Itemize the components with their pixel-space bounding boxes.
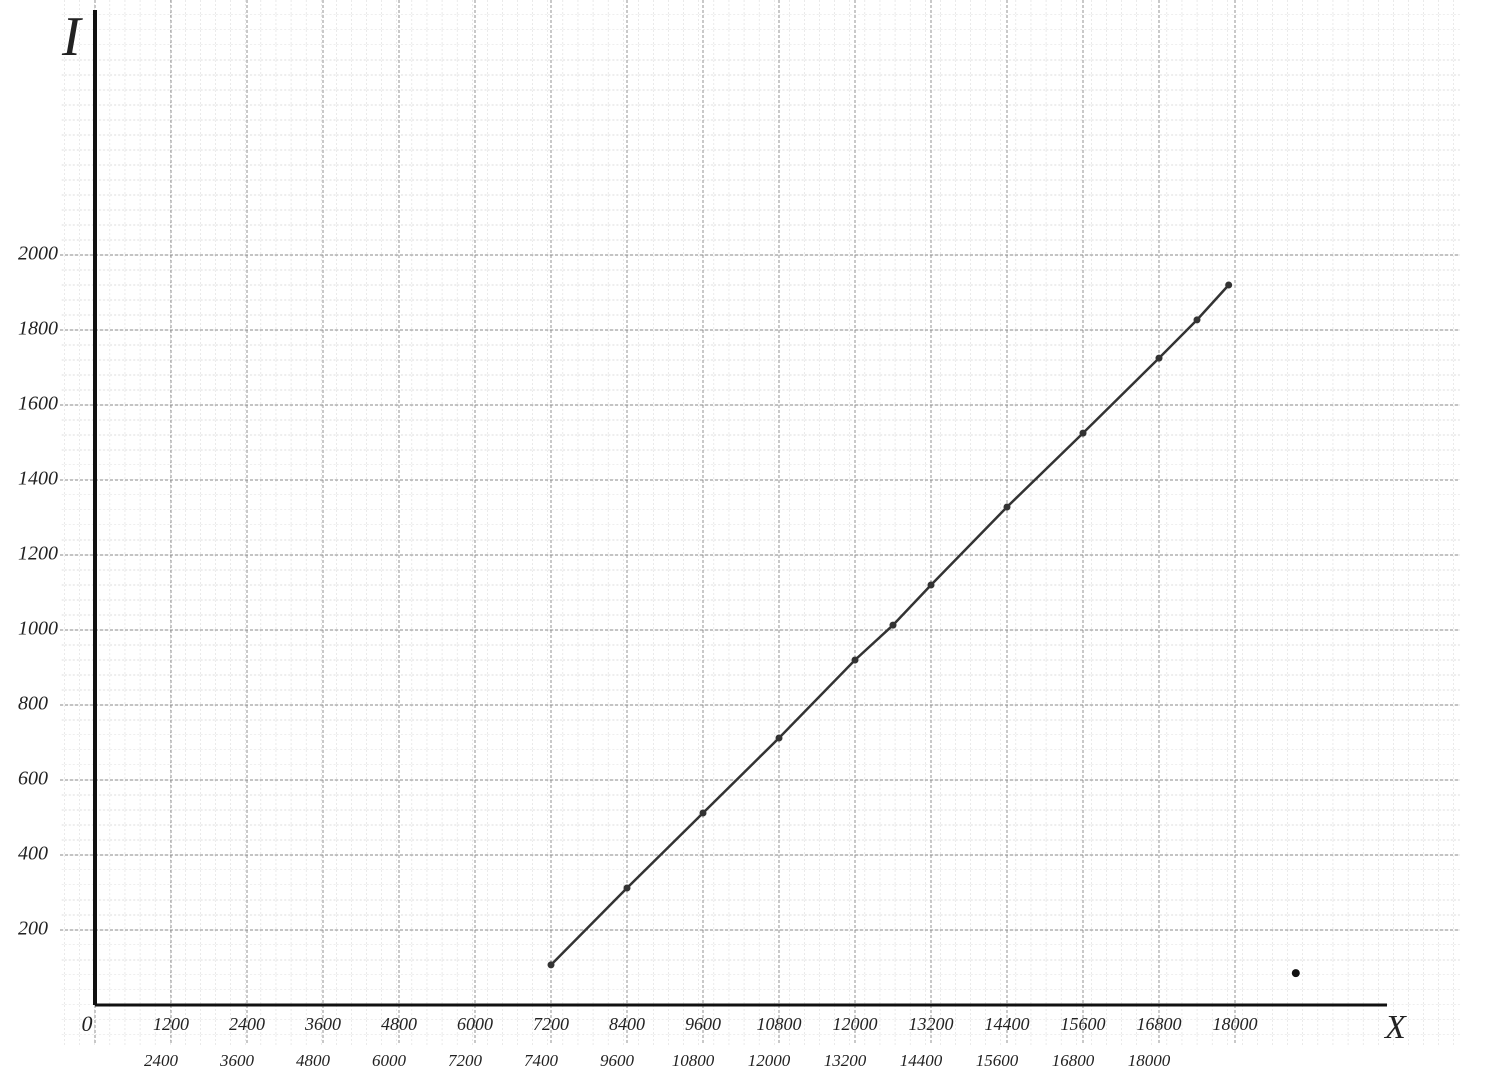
y-tick-label: 1200 <box>18 543 58 565</box>
x-axis-label: X <box>1383 1009 1407 1046</box>
x-tick-label: 15600 <box>1061 1014 1106 1034</box>
x-tick-label: 16800 <box>1137 1014 1182 1034</box>
x-tick-label-row2: 15600 <box>976 1051 1019 1070</box>
x-tick-label-row2: 12000 <box>748 1051 791 1070</box>
x-tick-label-row2: 2400 <box>144 1051 179 1070</box>
x-tick-label: 0 <box>82 1011 93 1036</box>
x-tick-label: 8400 <box>609 1014 645 1034</box>
y-tick-label: 1800 <box>18 318 58 340</box>
x-tick-label-row2: 10800 <box>672 1051 715 1070</box>
data-point <box>1194 316 1201 323</box>
y-tick-label: 1400 <box>18 468 58 490</box>
x-tick-label-row2: 4800 <box>296 1051 331 1070</box>
x-tick-label-row2: 6000 <box>372 1051 407 1070</box>
x-tick-label: 2400 <box>229 1014 265 1034</box>
data-point <box>928 582 935 589</box>
data-point <box>1004 504 1011 511</box>
x-tick-label: 14400 <box>985 1014 1030 1034</box>
chart: 200 400 600 800 1000 1200 1400 1600 1800 2000 0 120… <box>0 0 1493 1078</box>
data-point <box>776 735 783 742</box>
y-axis-label: I <box>61 6 83 68</box>
y-tick-label: 1600 <box>18 393 58 415</box>
x-tick-label-row2: 3600 <box>219 1051 255 1070</box>
graph-paper <box>60 0 1460 1045</box>
data-point <box>624 885 631 892</box>
data-point <box>700 810 707 817</box>
y-tick-label: 2000 <box>18 243 58 265</box>
y-tick-label: 600 <box>18 768 48 790</box>
x-tick-label-row2: 18000 <box>1128 1051 1171 1070</box>
x-tick-label: 18000 <box>1213 1014 1258 1034</box>
data-point <box>1080 430 1087 437</box>
x-tick-label-row2: 13200 <box>824 1051 867 1070</box>
y-tick-label: 200 <box>18 918 48 940</box>
y-tick-label: 400 <box>18 843 48 865</box>
data-point <box>852 657 859 664</box>
data-point <box>548 961 555 968</box>
x-tick-label-row2: 16800 <box>1052 1051 1095 1070</box>
x-tick-label-row2: 14400 <box>900 1051 943 1070</box>
data-point <box>890 622 897 629</box>
x-tick-label: 9600 <box>685 1014 721 1034</box>
x-tick-label: 13200 <box>909 1014 954 1034</box>
y-tick-label: 1000 <box>18 618 58 640</box>
data-point <box>1225 282 1232 289</box>
lone-point <box>1292 969 1300 977</box>
x-tick-label: 4800 <box>381 1014 417 1034</box>
x-tick-label: 6000 <box>457 1014 493 1034</box>
x-tick-label: 7200 <box>533 1014 569 1034</box>
data-point <box>1156 355 1163 362</box>
y-tick-label: 800 <box>18 693 48 715</box>
page: {"chart_data": {"type": "line", "y_label… <box>0 0 1493 1078</box>
x-tick-label-row2: 7400 <box>524 1051 559 1070</box>
x-tick-label: 1200 <box>153 1014 189 1034</box>
x-tick-label: 12000 <box>833 1014 878 1034</box>
x-tick-label: 10800 <box>757 1014 802 1034</box>
x-tick-label: 3600 <box>304 1014 341 1034</box>
x-tick-label-row2: 7200 <box>448 1051 483 1070</box>
x-tick-label-row2: 9600 <box>600 1051 635 1070</box>
